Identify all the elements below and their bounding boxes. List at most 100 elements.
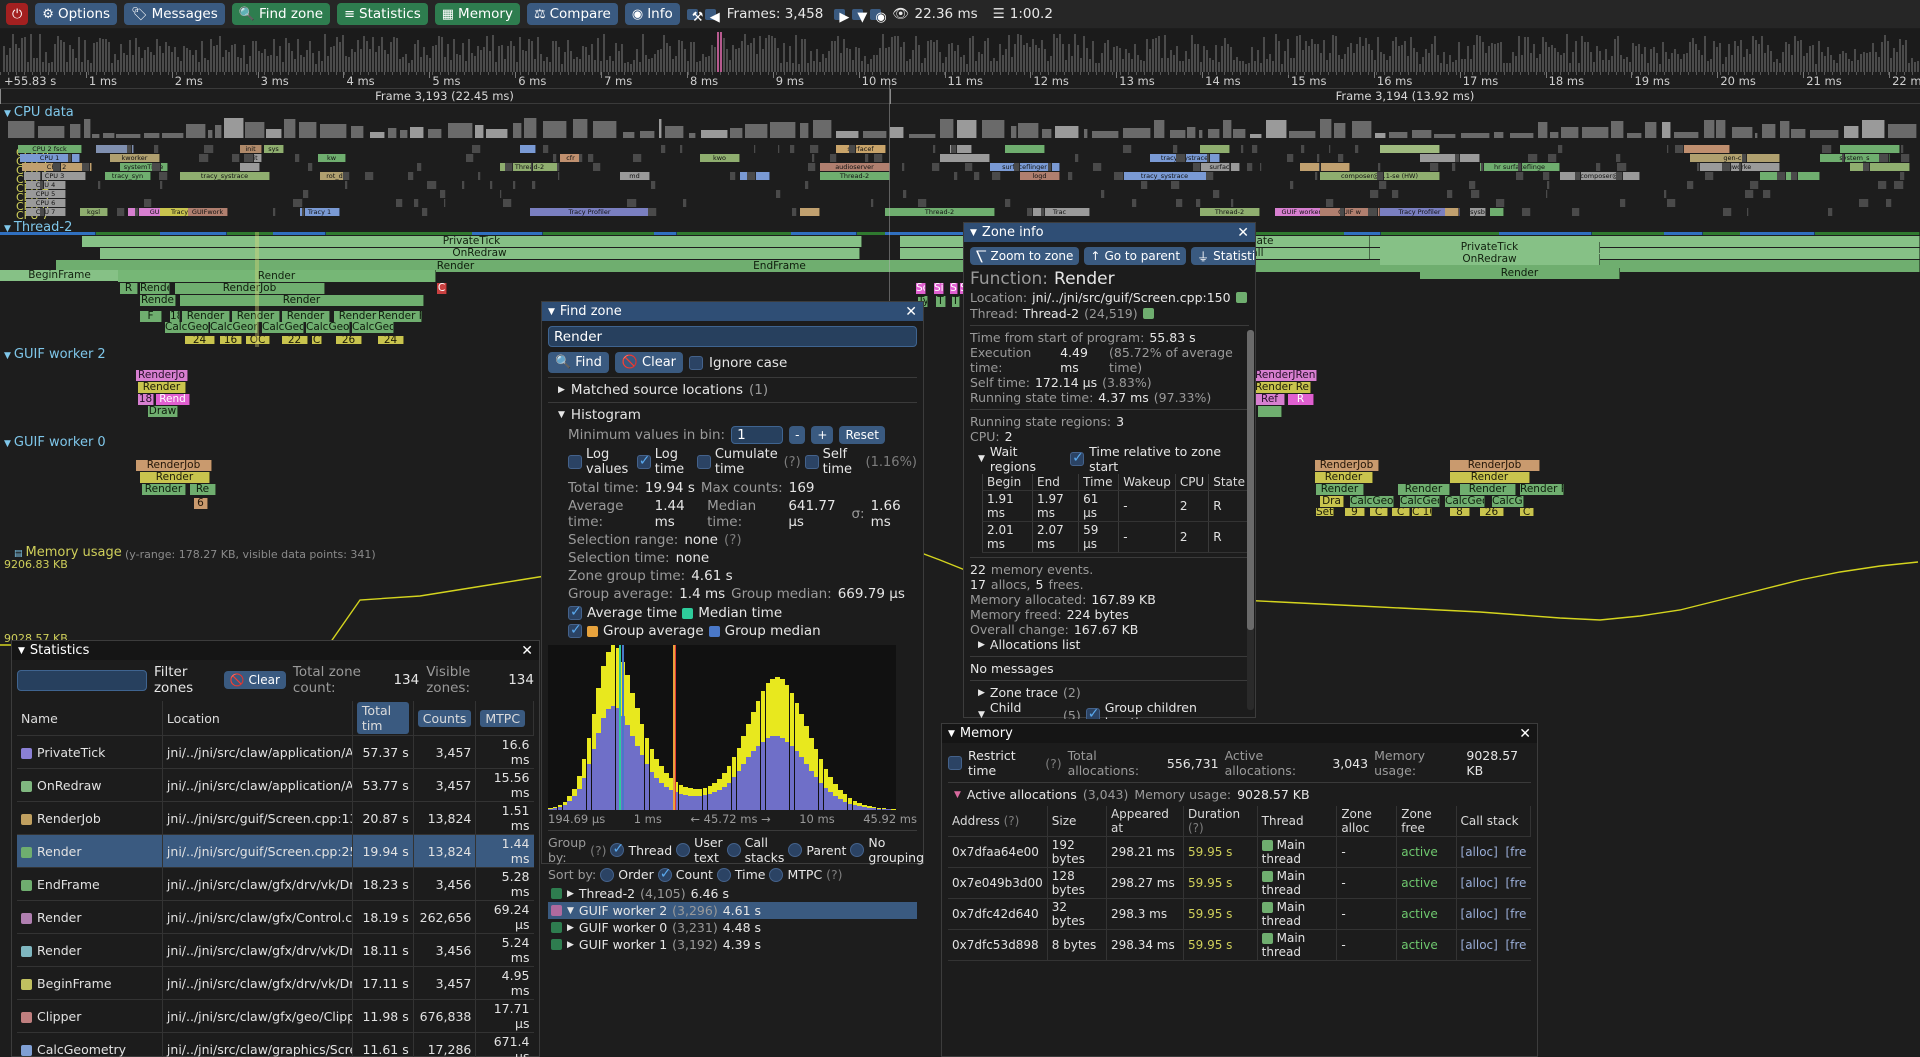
frame-bar[interactable] bbox=[1671, 52, 1673, 72]
timeline-zone[interactable]: Render F bbox=[378, 311, 422, 322]
timeline-zone[interactable] bbox=[1470, 190, 1480, 198]
frame-bar[interactable] bbox=[1692, 37, 1694, 72]
frame-bar[interactable] bbox=[1062, 44, 1064, 72]
frame-bar[interactable] bbox=[726, 48, 728, 72]
timeline-zone[interactable]: CalcGeo bbox=[1445, 496, 1485, 507]
frame-bar[interactable] bbox=[162, 53, 164, 72]
timeline-zone[interactable] bbox=[520, 145, 536, 153]
timeline-zone[interactable] bbox=[770, 121, 797, 138]
frame-bar[interactable] bbox=[633, 60, 635, 72]
frame-bar[interactable] bbox=[1500, 42, 1502, 72]
collapse-triangle-icon[interactable]: ▼ bbox=[558, 410, 565, 420]
frame-bar[interactable] bbox=[108, 41, 110, 72]
frame-bar[interactable] bbox=[309, 40, 311, 72]
find-zone-window[interactable]: ▼ Find zone ✕ Render 🔍 Find 🚫 Clear Igno… bbox=[541, 301, 924, 952]
frame-bar[interactable] bbox=[927, 41, 929, 72]
self-time-checkbox[interactable] bbox=[804, 455, 819, 469]
timeline-zone[interactable]: kworker bbox=[110, 154, 160, 162]
timeline-zone[interactable] bbox=[700, 130, 728, 138]
frame-bar[interactable] bbox=[795, 35, 797, 72]
frame-bar[interactable] bbox=[1911, 58, 1913, 72]
timeline-zone[interactable]: Tracy 1 bbox=[300, 208, 340, 216]
frame-bar[interactable] bbox=[1377, 36, 1379, 72]
frame-bar[interactable] bbox=[60, 39, 62, 72]
frame-bar[interactable] bbox=[1461, 59, 1463, 72]
timeline-zone[interactable]: CPU 5 bbox=[26, 190, 66, 198]
frame-bar[interactable] bbox=[366, 40, 368, 72]
frame-bar[interactable] bbox=[1479, 36, 1481, 72]
timeline-zone[interactable] bbox=[1352, 121, 1373, 138]
timeline-zone[interactable] bbox=[1666, 145, 1669, 153]
frame-bar[interactable] bbox=[678, 40, 680, 72]
frame-bar[interactable] bbox=[288, 43, 290, 72]
frame-bar[interactable] bbox=[1410, 37, 1412, 72]
timeline-zone[interactable] bbox=[1334, 123, 1347, 138]
frame-bar[interactable] bbox=[774, 38, 776, 72]
statistics-table[interactable]: Name Location Total tim Counts MTPC PrivateT… bbox=[17, 701, 534, 1057]
frame-bar[interactable] bbox=[1554, 48, 1556, 72]
frame-bar[interactable] bbox=[1797, 40, 1799, 72]
frame-bar[interactable] bbox=[291, 50, 293, 72]
frame-bar[interactable] bbox=[123, 52, 125, 72]
frame-bar[interactable] bbox=[1614, 38, 1616, 72]
frame-bar[interactable] bbox=[3, 46, 5, 72]
timeline-zone[interactable]: kw bbox=[318, 154, 346, 162]
frame-bar[interactable] bbox=[861, 61, 863, 72]
timeline-zone[interactable]: C bbox=[312, 336, 322, 344]
timeline-zone[interactable] bbox=[396, 199, 403, 207]
timeline-zone[interactable]: CalcGeo bbox=[306, 322, 350, 333]
frame-bar[interactable] bbox=[747, 45, 749, 72]
frame-bar[interactable] bbox=[1035, 44, 1037, 72]
frame-bar[interactable] bbox=[261, 53, 263, 72]
frame-bar[interactable] bbox=[1314, 43, 1316, 72]
frame-bar[interactable] bbox=[300, 55, 302, 72]
timeline-zone[interactable] bbox=[1200, 145, 1230, 153]
sort-by-mtpc-radio[interactable] bbox=[769, 867, 784, 882]
frame-bar[interactable] bbox=[66, 62, 68, 72]
timeline-zone[interactable]: tracy_syn bbox=[105, 172, 151, 180]
frame-bar[interactable] bbox=[1728, 43, 1730, 72]
timeline-zone[interactable] bbox=[849, 145, 857, 153]
frame-bar[interactable] bbox=[459, 54, 461, 72]
timeline-zone[interactable] bbox=[409, 127, 425, 138]
frame-bar[interactable] bbox=[1218, 62, 1220, 72]
frame-bar[interactable] bbox=[591, 44, 593, 72]
frame-bar[interactable] bbox=[1137, 55, 1139, 72]
frame-bar[interactable] bbox=[1047, 60, 1049, 72]
frame-bar[interactable] bbox=[1116, 45, 1118, 72]
close-icon[interactable]: ✕ bbox=[1237, 224, 1249, 241]
frame-bar[interactable] bbox=[387, 53, 389, 72]
frame-bar[interactable] bbox=[378, 46, 380, 72]
frame-bar[interactable] bbox=[1782, 51, 1784, 72]
timeline-zone[interactable] bbox=[1780, 120, 1790, 138]
frame-bar[interactable] bbox=[507, 45, 509, 72]
frame-bar[interactable] bbox=[1521, 55, 1523, 72]
frame-bar[interactable] bbox=[585, 46, 587, 72]
timeline-zone[interactable] bbox=[1004, 199, 1011, 207]
timeline-zone[interactable] bbox=[1249, 133, 1263, 138]
frame-bar[interactable] bbox=[168, 46, 170, 72]
frame-bar[interactable] bbox=[417, 39, 419, 72]
frame-bar[interactable] bbox=[876, 54, 878, 72]
frame-bar[interactable] bbox=[1698, 50, 1700, 72]
frame-bar[interactable] bbox=[1014, 43, 1016, 72]
timeline-zone[interactable] bbox=[1101, 190, 1106, 198]
timeline-zone[interactable] bbox=[1696, 163, 1701, 171]
frame-bar[interactable] bbox=[1515, 56, 1517, 72]
expand-triangle-icon[interactable]: ▶ bbox=[567, 922, 574, 933]
group-by-thread-radio[interactable] bbox=[610, 841, 625, 857]
frame-bar[interactable] bbox=[606, 59, 608, 72]
frame-bar[interactable] bbox=[1185, 50, 1187, 72]
timeline-zone[interactable] bbox=[40, 172, 43, 180]
frame-bar[interactable] bbox=[1266, 59, 1268, 72]
frame-bar[interactable] bbox=[786, 61, 788, 72]
frame-bar[interactable] bbox=[1080, 58, 1082, 72]
frame-bar[interactable] bbox=[807, 62, 809, 72]
timeline-zone[interactable]: Render bbox=[138, 382, 186, 393]
frame-bar[interactable] bbox=[909, 59, 911, 72]
timeline-zone[interactable] bbox=[1379, 181, 1387, 189]
frame-bar[interactable] bbox=[405, 53, 407, 72]
frame-bar[interactable] bbox=[477, 45, 479, 72]
statistics-row[interactable]: CalcGeometry jni/../jni/src/claw/graphics… bbox=[17, 1032, 534, 1057]
frame-bar[interactable] bbox=[630, 64, 632, 72]
